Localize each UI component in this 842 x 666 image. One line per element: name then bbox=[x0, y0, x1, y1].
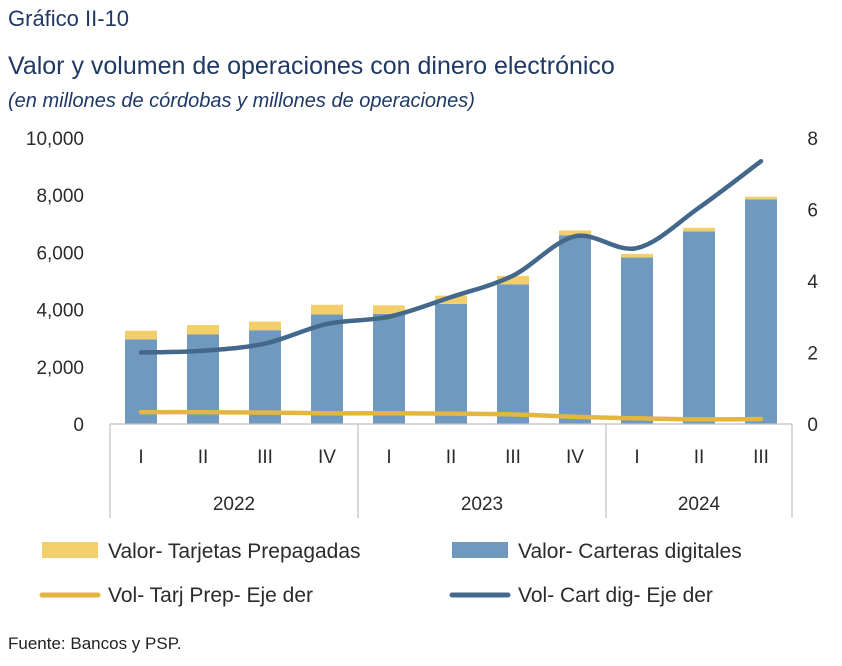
y-right-tick-label: 6 bbox=[807, 201, 818, 222]
y-left-tick-label: 10,000 bbox=[26, 129, 84, 150]
bar-tarjetas-prepagadas bbox=[497, 275, 529, 285]
y-right-tick-label: 8 bbox=[807, 129, 818, 150]
bar-carteras-digitales bbox=[621, 257, 653, 424]
bar-carteras-digitales bbox=[373, 313, 405, 424]
y-left-tick-label: 8,000 bbox=[36, 186, 84, 207]
x-group-label: 2024 bbox=[678, 494, 721, 515]
chart-title: Valor y volumen de operaciones con diner… bbox=[8, 52, 615, 80]
bar-tarjetas-prepagadas bbox=[683, 227, 715, 232]
bar-tarjetas-prepagadas bbox=[249, 321, 281, 331]
bar-carteras-digitales bbox=[497, 284, 529, 424]
x-tick-label: IV bbox=[318, 447, 336, 468]
legend-label: Valor- Carteras digitales bbox=[518, 540, 742, 563]
bar-tarjetas-prepagadas bbox=[621, 253, 653, 258]
y-right-tick-label: 0 bbox=[807, 415, 818, 436]
y-left-tick-label: 6,000 bbox=[36, 243, 84, 264]
bar-carteras-digitales bbox=[683, 231, 715, 424]
x-group-label: 2022 bbox=[213, 494, 255, 515]
legend-label: Vol- Tarj Prep- Eje der bbox=[108, 584, 313, 607]
y-right-tick-label: 2 bbox=[807, 344, 818, 365]
bar-tarjetas-prepagadas bbox=[125, 330, 157, 340]
line-vol-tarj-prep bbox=[138, 409, 764, 422]
legend-label: Vol- Cart dig- Eje der bbox=[518, 584, 713, 607]
x-tick-label: III bbox=[753, 447, 769, 468]
y-left-tick-label: 4,000 bbox=[36, 301, 84, 322]
figure-label: Gráfico II-10 bbox=[8, 6, 130, 31]
x-tick-label: III bbox=[257, 447, 273, 468]
bar-tarjetas-prepagadas bbox=[311, 304, 343, 315]
bar-carteras-digitales bbox=[745, 199, 777, 424]
x-tick-label: II bbox=[694, 447, 705, 468]
legend-swatch bbox=[452, 542, 508, 558]
legend-swatch bbox=[42, 542, 98, 558]
line-vol-cart-dig bbox=[138, 158, 764, 355]
bar-carteras-digitales bbox=[311, 314, 343, 424]
x-tick-label: I bbox=[138, 447, 143, 468]
bar-tarjetas-prepagadas bbox=[435, 295, 467, 304]
x-tick-label: II bbox=[446, 447, 457, 468]
chart-subtitle: (en millones de córdobas y millones de o… bbox=[8, 90, 475, 112]
bar-tarjetas-prepagadas bbox=[187, 325, 219, 335]
y-left-tick-label: 2,000 bbox=[36, 358, 84, 379]
y-right-tick-label: 4 bbox=[807, 272, 818, 293]
x-tick-label: II bbox=[198, 447, 209, 468]
bar-tarjetas-prepagadas bbox=[373, 305, 405, 314]
source-note: Fuente: Bancos y PSP. bbox=[8, 634, 182, 653]
x-tick-label: I bbox=[386, 447, 391, 468]
x-tick-label: III bbox=[505, 447, 521, 468]
bar-carteras-digitales bbox=[559, 235, 591, 424]
y-left-tick-label: 0 bbox=[73, 415, 84, 436]
bar-tarjetas-prepagadas bbox=[745, 196, 777, 200]
x-tick-label: IV bbox=[566, 447, 584, 468]
x-tick-label: I bbox=[634, 447, 639, 468]
x-group-label: 2023 bbox=[461, 494, 503, 515]
bar-carteras-digitales bbox=[435, 303, 467, 424]
bar-tarjetas-prepagadas bbox=[559, 230, 591, 236]
legend-label: Valor- Tarjetas Prepagadas bbox=[108, 540, 361, 563]
